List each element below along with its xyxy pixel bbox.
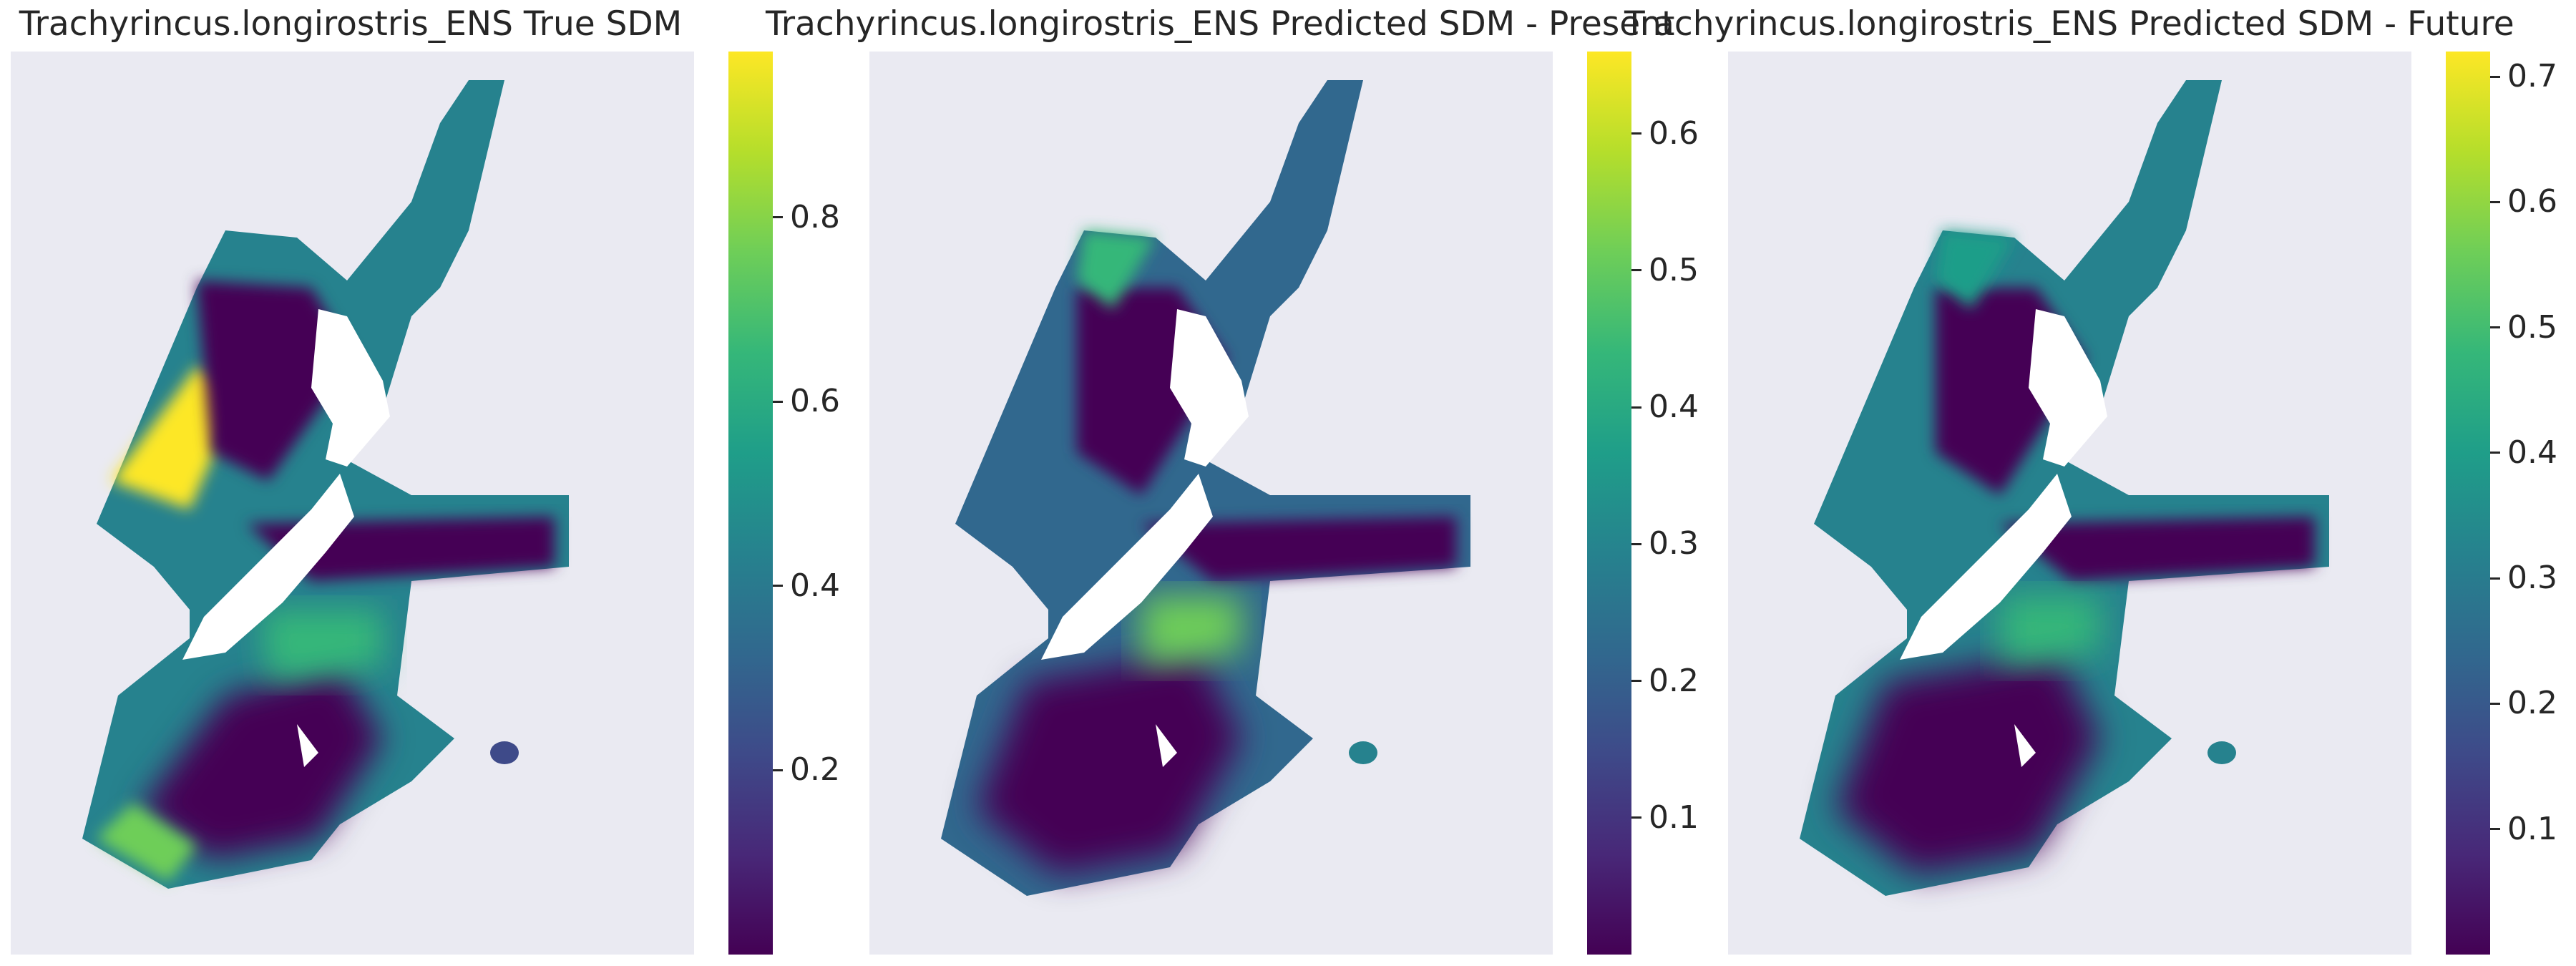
colorbar-tick-label: 0.2 (1649, 662, 1699, 699)
colorbar-tick-label: 0.6 (2507, 183, 2557, 220)
colorbar-tick-mark (2490, 577, 2500, 580)
colorbar-tick-label: 0.6 (1649, 114, 1699, 152)
map-axes-predicted-present (869, 52, 1553, 955)
colorbar-ticks: 0.1 0.2 0.3 0.4 0.5 0.6 0.7 (2490, 52, 2576, 955)
colorbar-tick-label: 0.3 (2507, 560, 2557, 597)
map-axes-true-sdm (11, 52, 694, 955)
colorbar-tick-mark (1631, 816, 1641, 819)
habitat-region (82, 80, 569, 889)
colorbar-tick-label: 0.2 (790, 751, 840, 789)
colorbar-tick-mark (773, 400, 783, 403)
colorbar-tick-label: 0.4 (2507, 434, 2557, 471)
colorbar-tick-mark (2490, 326, 2500, 329)
colorbar-tick-mark (2490, 702, 2500, 705)
colorbar-tick-mark (773, 769, 783, 771)
colorbar-tick-mark (1631, 542, 1641, 545)
map-predicted-present (941, 80, 1470, 896)
panel-title-predicted-future: Trachyrincus.longirostris_ENS Predicted … (1624, 4, 2514, 44)
colorbar-tick-mark (773, 585, 783, 587)
colorbar-tick-mark (1631, 132, 1641, 135)
colorbar-predicted-future: 0.1 0.2 0.3 0.4 0.5 0.6 0.7 (2446, 52, 2557, 955)
colorbar-gradient (2446, 52, 2490, 955)
habitat-region (1800, 80, 2329, 896)
map-true-sdm (82, 80, 569, 889)
colorbar-tick-label: 0.7 (2507, 58, 2557, 95)
colorbar-tick-label: 0.2 (2507, 685, 2557, 722)
land-mask (182, 309, 390, 767)
colorbar-tick-mark (2490, 828, 2500, 831)
colorbar-tick-label: 0.1 (2507, 810, 2557, 847)
colorbar-predicted-present: 0.1 0.2 0.3 0.4 0.5 0.6 (1587, 52, 1699, 955)
colorbar-gradient (1587, 52, 1631, 955)
colorbar-tick-mark (1631, 406, 1641, 409)
colorbar-ticks: 0.1 0.2 0.3 0.4 0.5 0.6 (1631, 52, 1717, 955)
colorbar-true-sdm: 0.2 0.4 0.6 0.8 (728, 52, 840, 955)
colorbar-tick-mark (2490, 75, 2500, 78)
colorbar-tick-label: 0.5 (2507, 308, 2557, 346)
land-mask (1041, 309, 1249, 767)
colorbar-tick-label: 0.6 (790, 383, 840, 420)
panel-title-predicted-present: Trachyrincus.longirostris_ENS Predicted … (766, 4, 1675, 44)
colorbar-tick-label: 0.3 (1649, 525, 1699, 562)
colorbar-tick-label: 0.4 (790, 567, 840, 604)
colorbar-tick-mark (1631, 680, 1641, 683)
colorbar-tick-mark (2490, 452, 2500, 454)
land-mask (1900, 309, 2107, 767)
colorbar-tick-label: 0.1 (1649, 799, 1699, 836)
colorbar-tick-mark (2490, 200, 2500, 203)
colorbar-tick-mark (1631, 269, 1641, 272)
colorbar-tick-label: 0.5 (1649, 251, 1699, 288)
colorbar-tick-label: 0.8 (790, 198, 840, 235)
colorbar-tick-mark (773, 216, 783, 219)
colorbar-tick-label: 0.4 (1649, 389, 1699, 426)
map-axes-predicted-future (1728, 52, 2411, 955)
map-predicted-future (1800, 80, 2329, 896)
panel-title-true-sdm: Trachyrincus.longirostris_ENS True SDM (19, 4, 683, 44)
colorbar-gradient (728, 52, 773, 955)
colorbar-ticks: 0.2 0.4 0.6 0.8 (773, 52, 859, 955)
habitat-region (941, 80, 1470, 896)
